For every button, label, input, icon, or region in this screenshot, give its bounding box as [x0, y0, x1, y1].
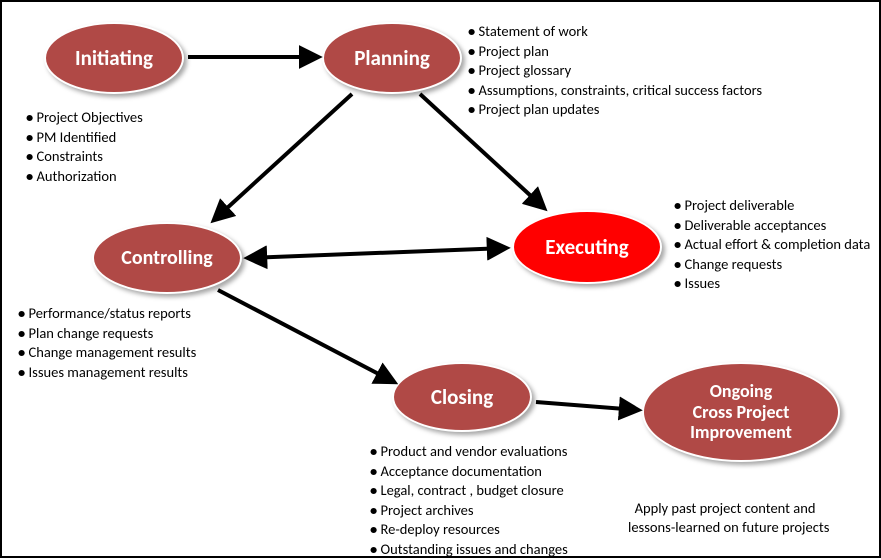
list-item: Issues — [674, 274, 870, 294]
list-item: Change requests — [674, 255, 870, 275]
node-controlling: Controlling — [92, 222, 242, 294]
node-label: Planning — [354, 45, 430, 71]
list-item: Performance/status reports — [18, 304, 196, 324]
list-item: Assumptions, constraints, critical succe… — [468, 81, 762, 101]
node-initiating: Initiating — [44, 22, 184, 94]
node-label: Initiating — [75, 45, 153, 71]
list-item: Project plan updates — [468, 100, 762, 120]
list-item: Product and vendor evaluations — [370, 442, 568, 462]
node-planning: Planning — [322, 22, 462, 94]
list-item: Project archives — [370, 501, 568, 521]
list-item: Project Objectives — [26, 108, 143, 128]
node-ongoing: Ongoing Cross Project Improvement — [642, 362, 840, 462]
list-item: Issues management results — [18, 363, 196, 383]
list-item: Outstanding issues and changes — [370, 540, 568, 560]
node-label: Ongoing Cross Project Improvement — [690, 381, 792, 443]
list-item: Project glossary — [468, 61, 762, 81]
list-item: Project deliverable — [674, 196, 870, 216]
node-closing: Closing — [392, 362, 532, 432]
bullets-planning: Statement of work Project plan Project g… — [468, 22, 762, 120]
list-item: Deliverable acceptances — [674, 216, 870, 236]
bullets-closing: Product and vendor evaluations Acceptanc… — [370, 442, 568, 559]
list-item: Acceptance documentation — [370, 462, 568, 482]
node-label: Closing — [431, 384, 493, 410]
list-item: Re-deploy resources — [370, 520, 568, 540]
list-item: PM Identified — [26, 128, 143, 148]
node-executing: Executing — [512, 210, 662, 284]
bullets-executing: Project deliverable Deliverable acceptan… — [674, 196, 870, 294]
list-item: Authorization — [26, 167, 143, 187]
edge-controlling-closing — [218, 290, 394, 382]
list-item: Project plan — [468, 42, 762, 62]
node-label: Controlling — [121, 246, 212, 270]
list-item: Plan change requests — [18, 324, 196, 344]
edge-controlling-executing — [248, 248, 506, 258]
list-item: Actual effort & completion data — [674, 235, 870, 255]
list-item: Statement of work — [468, 22, 762, 42]
list-item: Constraints — [26, 147, 143, 167]
list-item: Change management results — [18, 343, 196, 363]
edge-closing-ongoing — [536, 402, 638, 410]
note-text: Apply past project content and lessons-l… — [628, 499, 829, 536]
bullets-controlling: Performance/status reports Plan change r… — [18, 304, 196, 382]
list-item: Legal, contract , budget closure — [370, 481, 568, 501]
edge-planning-controlling — [214, 94, 352, 220]
ongoing-note: Apply past project content and lessons-l… — [628, 480, 829, 537]
bullets-initiating: Project Objectives PM Identified Constra… — [26, 108, 143, 186]
node-label: Executing — [545, 234, 629, 260]
